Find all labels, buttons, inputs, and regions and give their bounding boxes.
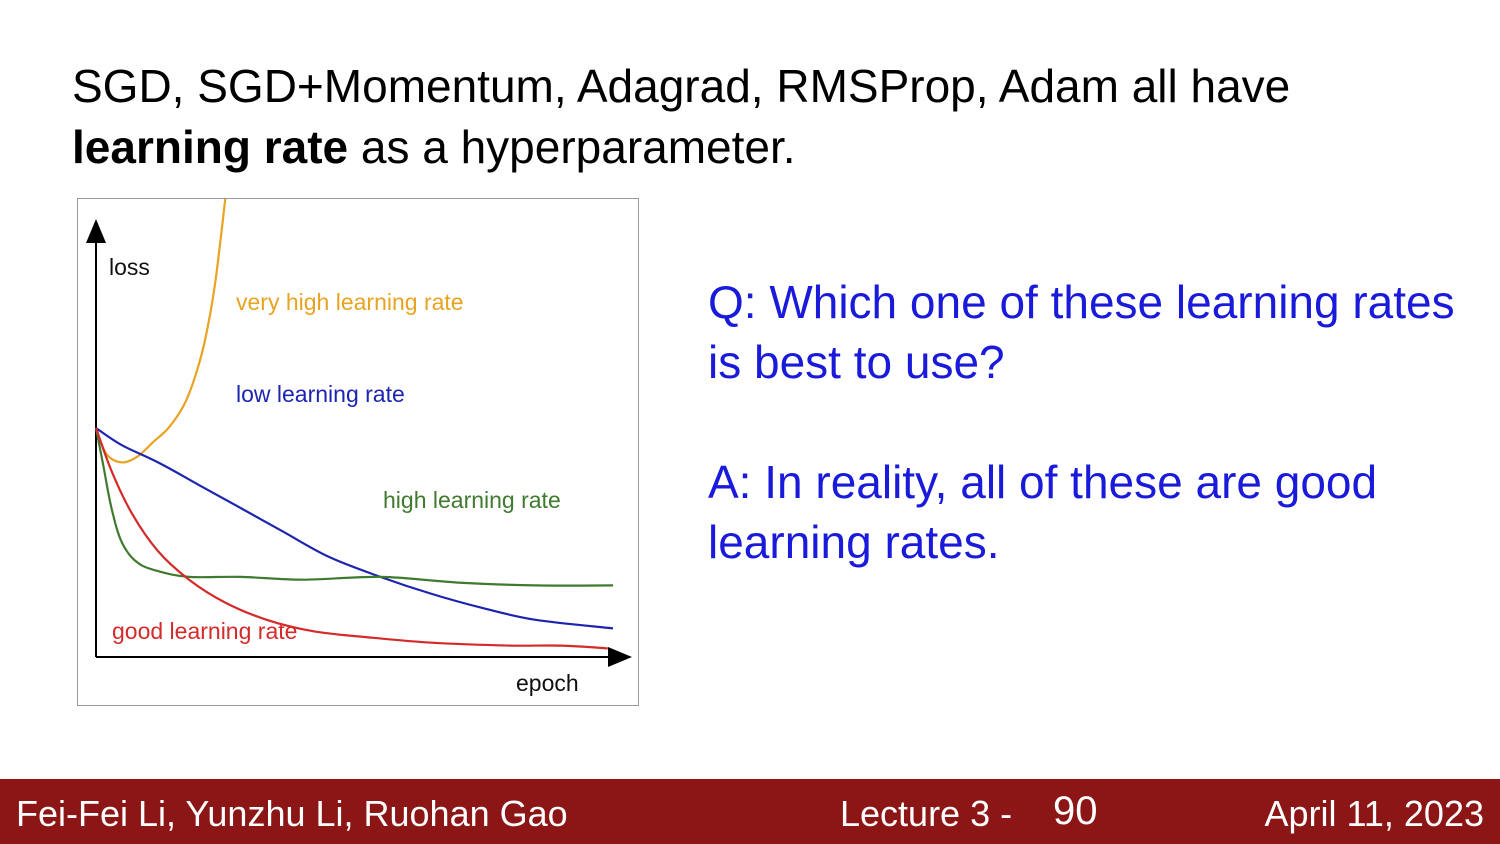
title-bold-text: learning rate <box>72 121 349 173</box>
label-low-learning-rate: low learning rate <box>236 381 405 407</box>
label-very-high-learning-rate: very high learning rate <box>236 289 464 315</box>
qa-block: Q: Which one of these learning rates is … <box>708 272 1468 572</box>
series-line-low-learning-rate <box>95 427 614 630</box>
loss-curve-chart: loss epoch very high learning rate low l… <box>86 199 632 696</box>
title-text: SGD, SGD+Momentum, Adagrad, RMSProp, Ada… <box>72 60 1291 112</box>
footer-lecture: Lecture 3 - <box>840 793 1013 834</box>
series-line-good-learning-rate <box>94 427 608 650</box>
label-good-learning-rate: good learning rate <box>112 618 297 644</box>
footer-authors: Fei-Fei Li, Yunzhu Li, Ruohan Gao <box>16 793 568 834</box>
series-line-high-learning-rate <box>94 427 614 587</box>
footer-page-number: 90 <box>1053 789 1098 833</box>
loss-curve-figure: loss epoch very high learning rate low l… <box>77 198 639 706</box>
y-axis-label: loss <box>109 254 150 280</box>
title-text-tail: as a hyperparameter. <box>348 121 796 173</box>
slide-title: SGD, SGD+Momentum, Adagrad, RMSProp, Ada… <box>72 56 1452 178</box>
question-text: Q: Which one of these learning rates is … <box>708 276 1455 388</box>
footer-date: April 11, 2023 <box>1264 793 1484 834</box>
label-high-learning-rate: high learning rate <box>383 487 561 513</box>
x-axis-label: epoch <box>516 670 579 696</box>
answer-text: A: In reality, all of these are good lea… <box>708 456 1378 568</box>
series-line-very-high-learning-rate <box>94 199 227 464</box>
footer-bar: Fei-Fei Li, Yunzhu Li, Ruohan Gao Lectur… <box>0 779 1500 844</box>
